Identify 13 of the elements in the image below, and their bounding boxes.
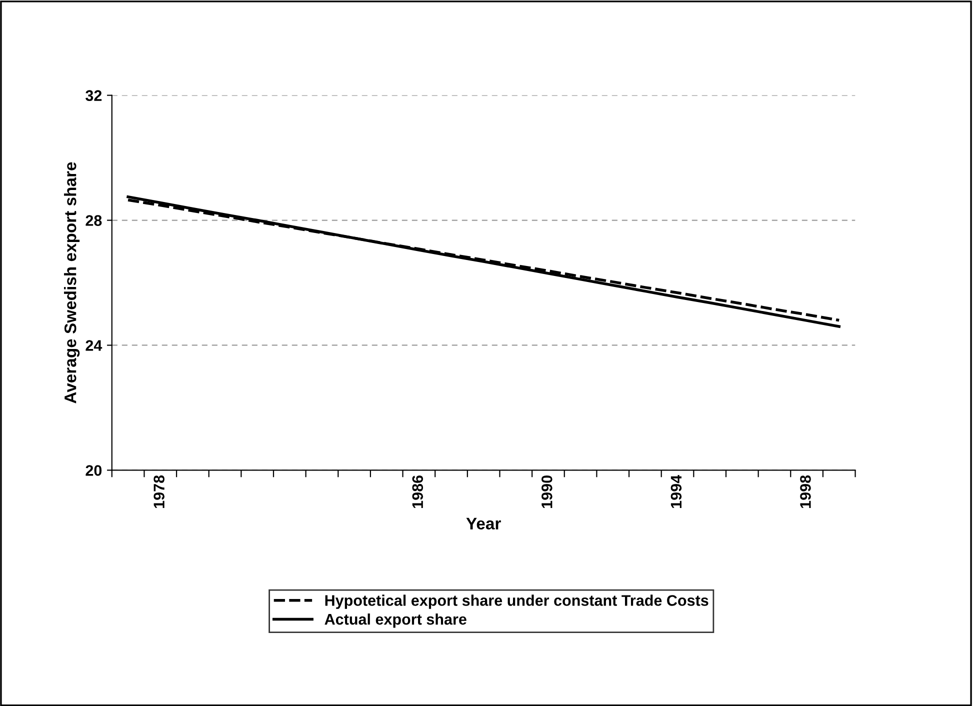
y-tick-label: 28 (86, 215, 102, 226)
x-tick-label: 1994 (670, 474, 682, 508)
legend-label: Hypotetical export share under constant Trade Costs (325, 594, 708, 609)
x-axis-title: Year (466, 518, 501, 530)
y-tick-label: 24 (86, 340, 102, 351)
y-tick-label: 20 (86, 465, 102, 476)
legend-label: Actual export share (324, 613, 466, 628)
x-tick-label: 1978 (154, 475, 164, 508)
x-tick-label: 1990 (542, 476, 552, 508)
x-tick-label: 1986 (412, 475, 424, 508)
x-tick-label: 1998 (800, 475, 811, 508)
y-axis-title: Average Swedish export share (64, 162, 80, 404)
y-tick-label: 32 (86, 90, 102, 102)
